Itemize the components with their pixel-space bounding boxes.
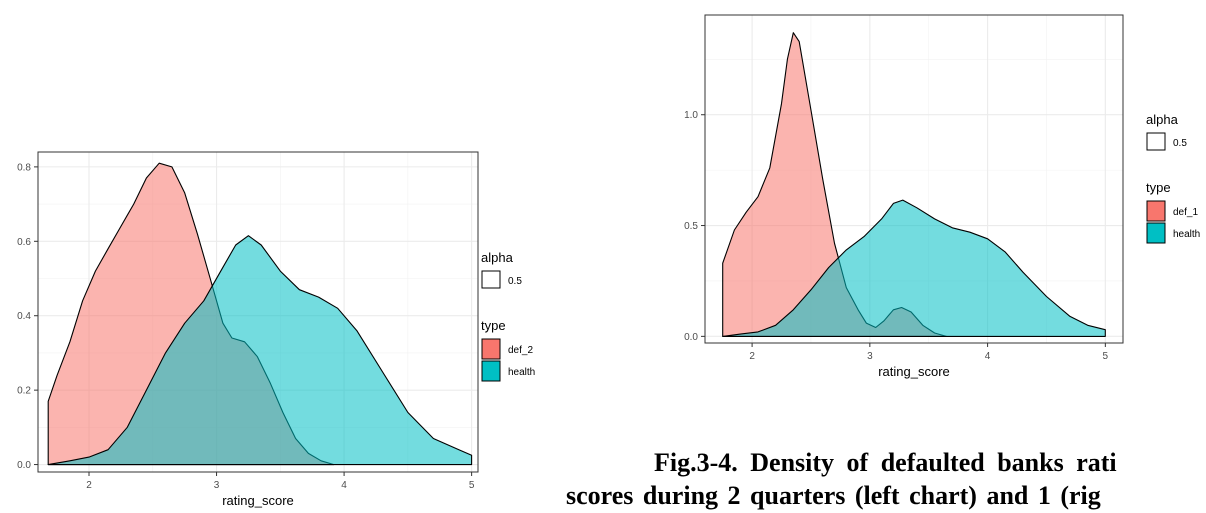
x-tick-label: 2 — [86, 480, 92, 491]
caption-line-2: scores during 2 quarters (left chart) an… — [566, 481, 1101, 510]
y-tick-label: 0.5 — [684, 221, 698, 232]
y-tick-label: 0.6 — [17, 237, 31, 248]
legend-alpha-key — [1146, 132, 1166, 151]
panel-border — [37, 151, 479, 473]
legend-alpha-key — [481, 270, 501, 289]
legend-label-def-2: def_2 — [508, 345, 533, 356]
legend-label-health: health — [508, 367, 535, 378]
legend-label-def-1: def_1 — [1173, 207, 1198, 218]
legend-type-title: type — [481, 318, 506, 333]
y-tick-label: 0.4 — [17, 311, 31, 322]
density-area-health — [722, 199, 1106, 337]
density-area-health — [47, 235, 473, 466]
legend-type-title: type — [1146, 180, 1171, 195]
legend-alpha-title: alpha — [1146, 112, 1179, 127]
legend-key-health — [1146, 222, 1166, 244]
x-tick-label: 4 — [985, 351, 991, 362]
legend-alpha-title: alpha — [481, 250, 514, 265]
x-tick-label: 5 — [1103, 351, 1109, 362]
x-axis-label: rating_score — [878, 364, 950, 379]
figure-caption: Fig.3-4. Density of defaulted banks rati… — [548, 446, 1206, 512]
y-tick-label: 1.0 — [684, 110, 698, 121]
legend-alpha-label: 0.5 — [1173, 138, 1187, 149]
x-tick-label: 2 — [749, 351, 755, 362]
legend-key-health — [481, 360, 501, 382]
x-tick-label: 3 — [867, 351, 873, 362]
x-axis-label: rating_score — [222, 493, 294, 508]
x-tick-label: 5 — [469, 480, 475, 491]
panel-border — [704, 14, 1124, 344]
caption-line-1: Fig.3-4. Density of defaulted banks rati — [654, 448, 1117, 477]
x-tick-label: 3 — [214, 480, 220, 491]
legend-alpha-label: 0.5 — [508, 276, 522, 287]
y-tick-label: 0.0 — [17, 460, 31, 471]
x-tick-label: 4 — [341, 480, 347, 491]
legend-key-def-2 — [481, 338, 501, 360]
y-tick-label: 0.0 — [684, 332, 698, 343]
chart-1: 2 3 4 5 0.0 0.2 0.4 0.6 0.8 rating_score alpha 0.5 t… — [17, 151, 535, 508]
legend-key-def-1 — [1146, 200, 1166, 222]
chart-2: 2 3 4 5 0.0 0.5 1.0 rating_score alpha 0.5 type def… — [684, 14, 1200, 379]
y-tick-label: 0.2 — [17, 386, 31, 397]
legend-label-health: health — [1173, 229, 1200, 240]
y-tick-label: 0.8 — [17, 162, 31, 173]
